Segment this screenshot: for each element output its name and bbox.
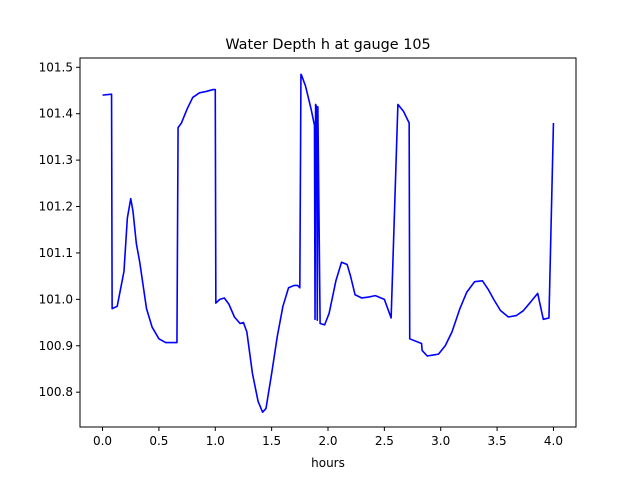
y-tick-label: 101.0 (39, 292, 73, 306)
x-tick-label: 0.5 (149, 434, 168, 448)
y-tick-label: 101.4 (39, 107, 73, 121)
chart-title: Water Depth h at gauge 105 (225, 37, 430, 53)
x-tick-label: 4.0 (544, 434, 563, 448)
x-tick-label: 3.5 (488, 434, 507, 448)
plot-area (102, 73, 555, 413)
x-axis: 0.0 0.5 1.0 1.5 2.0 2.5 3.0 3.5 4.0 (93, 427, 563, 448)
y-tick-label: 100.9 (39, 339, 73, 353)
y-tick-label: 101.5 (39, 60, 73, 74)
x-tick-label: 3.0 (431, 434, 450, 448)
x-tick-label: 2.0 (318, 434, 337, 448)
x-axis-label: hours (311, 456, 345, 470)
y-tick-label: 101.3 (39, 153, 73, 167)
x-tick-label: 1.0 (206, 434, 225, 448)
y-tick-label: 101.2 (39, 200, 73, 214)
y-tick-label: 101.1 (39, 246, 73, 260)
x-tick-label: 1.5 (262, 434, 281, 448)
series-line (102, 73, 555, 413)
x-tick-label: 0.0 (93, 434, 112, 448)
y-tick-label: 100.8 (39, 385, 73, 399)
x-tick-label: 2.5 (375, 434, 394, 448)
y-axis: 100.8 100.9 101.0 101.1 101.2 101.3 101.4 101.5 (39, 60, 80, 399)
plot-frame (79, 57, 577, 428)
